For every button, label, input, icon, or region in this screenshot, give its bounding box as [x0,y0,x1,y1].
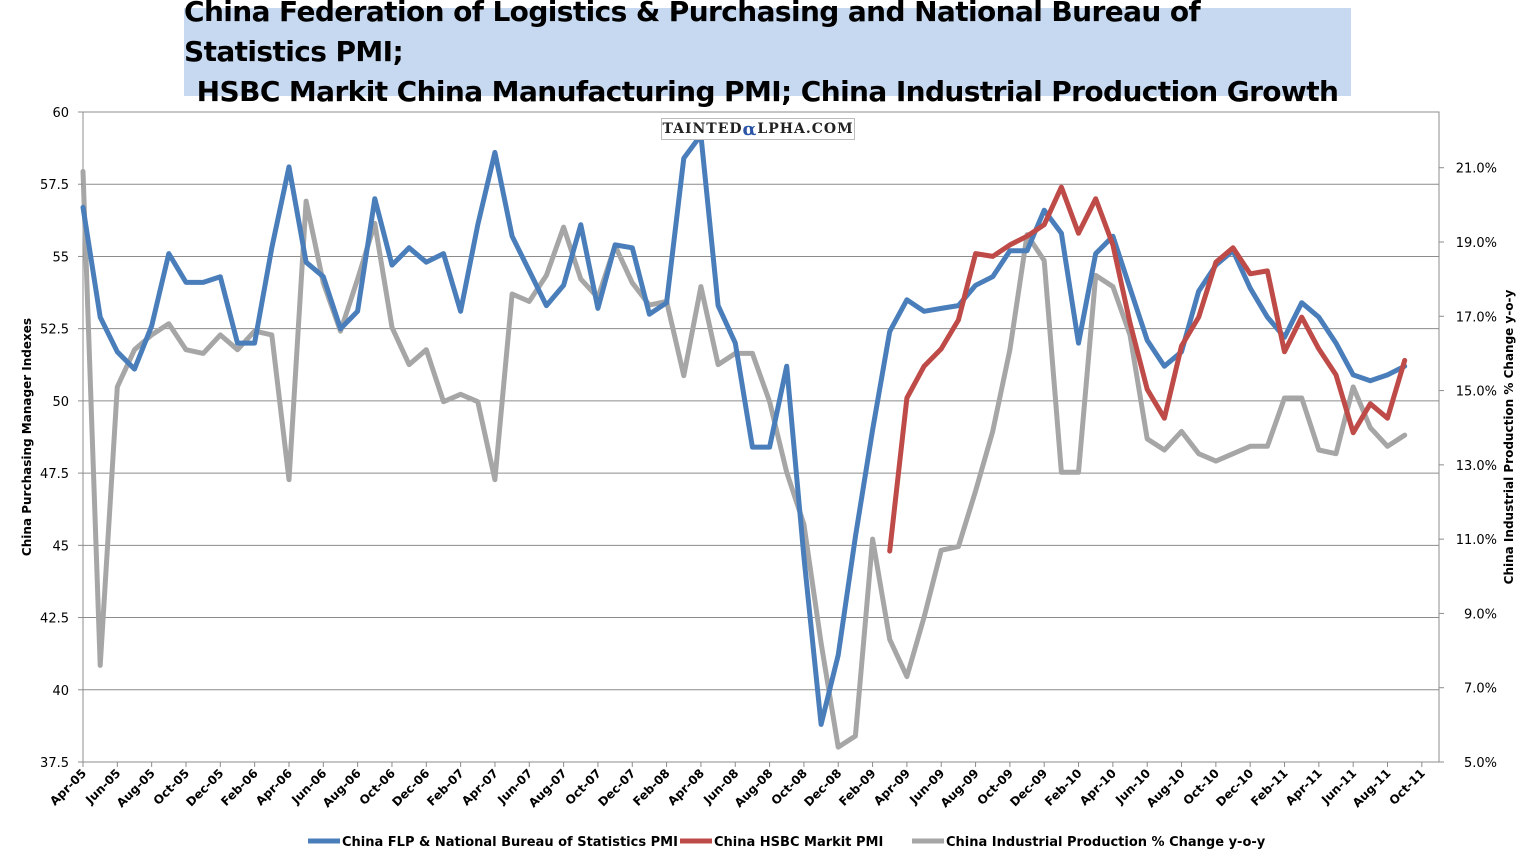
y2-tick-label: 9.0% [1464,607,1497,622]
watermark-logo: TAINTED α LPHA.COM [661,118,855,140]
x-tick-label: Aug-11 [1350,766,1394,810]
x-tick-label: Oct-11 [1386,766,1428,808]
x-tick-label: Dec-07 [595,766,638,809]
x-tick-label: Feb-08 [630,766,673,809]
plot-area [82,111,1440,763]
y2-tick-label: 13.0% [1456,459,1497,474]
x-tick-label: Aug-05 [114,766,158,810]
series-line-1 [887,184,1408,554]
x-tick-label: Feb-09 [836,766,879,809]
x-tick-label: Aug-09 [938,766,982,810]
x-tick-label: Feb-10 [1042,766,1085,809]
x-tick-label: Dec-10 [1213,766,1256,809]
legend-label: China FLP & National Bureau of Statistic… [342,835,678,850]
x-tick-label: Aug-10 [1144,766,1188,810]
y-axis-label: China Purchasing Manager Indexes [20,318,34,556]
y-tick-label: 52.5 [40,323,69,338]
watermark-alpha: α [742,118,758,140]
y2-tick-label: 5.0% [1464,756,1497,771]
y2-tick-label: 11.0% [1456,533,1497,548]
y-tick-label: 57.5 [40,178,69,193]
y-axis-left: 37.5 40 42.5 45 47.5 50 52.5 55 57.5 60 [40,106,83,771]
y2-tick-label: 21.0% [1456,162,1497,177]
x-tick-label: Aug-07 [526,766,570,810]
y2-tick-label: 17.0% [1456,310,1497,325]
y-tick-label: 42.5 [40,612,69,627]
x-tick-label: Apr-10 [1077,766,1119,808]
series-line-2 [80,168,1408,750]
watermark-suffix: LPHA.COM [757,121,854,137]
x-tick-label: Apr-05 [47,766,89,808]
legend-label: China HSBC Markit PMI [714,835,883,850]
y-tick-label: 40 [52,684,69,699]
x-tick-label: Apr-09 [871,766,913,808]
y2-tick-label: 19.0% [1456,236,1497,251]
legend: China FLP & National Bureau of Statistic… [308,835,1266,850]
y-tick-label: 47.5 [40,467,69,482]
x-tick-label: Dec-05 [183,766,226,809]
chart-title-line-1: China Federation of Logistics & Purchasi… [184,0,1201,68]
y-tick-label: 50 [52,395,69,410]
gridlines [83,111,1439,691]
x-tick-label: Apr-11 [1283,766,1325,808]
x-tick-label: Dec-06 [389,766,432,809]
y2-tick-label: 15.0% [1456,385,1497,400]
x-tick-label: Aug-06 [320,766,364,810]
y-tick-label: 60 [52,106,69,121]
x-tick-label: Feb-07 [424,766,467,809]
legend-label: China Industrial Production % Change y-o… [946,835,1266,850]
x-tick-label: Feb-11 [1248,766,1291,809]
x-tick-label: Apr-06 [253,766,295,808]
y2-tick-label: 7.0% [1464,682,1497,697]
x-axis: Apr-05Jun-05Aug-05Oct-05Dec-05Feb-06Apr-… [47,762,1428,810]
x-tick-label: Aug-08 [732,766,776,810]
x-tick-label: Feb-06 [218,766,261,809]
y-axis-right: 5.0% 7.0% 9.0% 11.0% 13.0% 15.0% 17.0% 19.0% 21.… [1439,162,1497,771]
watermark-prefix: TAINTED [662,121,743,137]
x-tick-label: Dec-09 [1007,766,1050,809]
chart-title: China Federation of Logistics & Purchasi… [184,0,1351,108]
y-tick-label: 37.5 [40,756,69,771]
y-tick-label: 45 [52,539,69,554]
y-tick-label: 55 [52,250,69,265]
series-lines [80,132,1408,750]
x-tick-label: Dec-08 [801,766,844,809]
x-tick-label: Apr-08 [665,766,707,808]
y2-axis-label: China Industrial Production % Change y-o… [1502,289,1516,584]
x-tick-label: Apr-07 [459,766,501,808]
chart-title-line-2: HSBC Markit China Manufacturing PMI; Chi… [196,75,1339,108]
